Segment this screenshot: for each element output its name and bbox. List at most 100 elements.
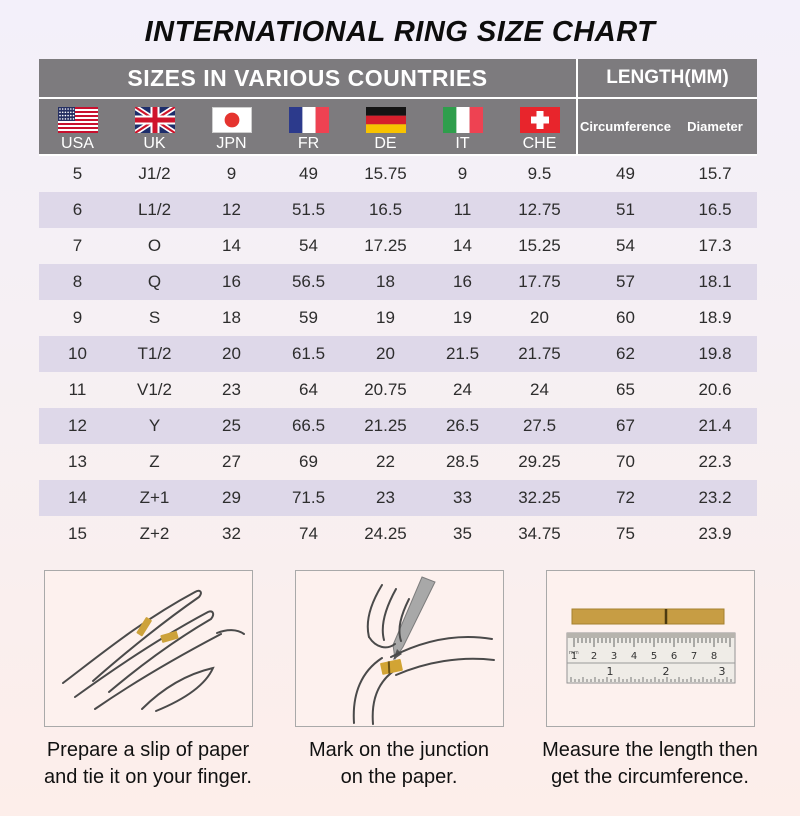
- country-column-che: CHE: [501, 99, 578, 154]
- table-row: 11 V1/2 23 64 20.75 24 24 65 20.6: [39, 372, 757, 408]
- svg-text:3: 3: [719, 665, 726, 678]
- svg-text:4: 4: [631, 651, 637, 662]
- table-cell: 8: [72, 272, 83, 291]
- table-cell: Z+1: [139, 488, 170, 507]
- table-cell: 61.5: [291, 344, 326, 363]
- instruction-caption-2: Mark on the junction on the paper.: [274, 737, 524, 791]
- svg-text:6: 6: [671, 651, 677, 662]
- table-cell: 25: [222, 416, 241, 435]
- country-code-label: IT: [455, 135, 470, 152]
- germany-flag-icon: [365, 107, 406, 133]
- svg-text:5: 5: [651, 651, 657, 662]
- svg-text:7: 7: [691, 651, 697, 662]
- svg-text:mm: mm: [569, 650, 579, 656]
- instruction-caption-1: Prepare a slip of paper and tie it on yo…: [23, 737, 273, 791]
- table-cell: 14: [453, 236, 472, 255]
- svg-text:2: 2: [663, 665, 670, 678]
- table-cell: 15.75: [364, 164, 407, 183]
- table-row: 9 S 18 59 19 19 20 60 18.9: [39, 300, 757, 336]
- table-cell: 20: [222, 344, 241, 363]
- table-cell: 11: [68, 380, 87, 399]
- instruction-caption-3: Measure the length then get the circumfe…: [525, 737, 775, 791]
- svg-text:2: 2: [591, 651, 597, 662]
- table-cell: 60: [616, 308, 635, 327]
- instruction-step-1: Prepare a slip of paper and tie it on yo…: [44, 570, 253, 791]
- country-column-usa: USA: [39, 99, 116, 154]
- france-flag-icon: [288, 107, 329, 133]
- table-cell: 64: [299, 380, 318, 399]
- table-cell: 10: [68, 344, 87, 363]
- table-cell: 21.4: [698, 416, 732, 435]
- country-column-de: DE: [347, 99, 424, 154]
- measuring-instructions: Prepare a slip of paper and tie it on yo…: [44, 570, 758, 791]
- table-cell: 54: [299, 236, 318, 255]
- table-row: 15 Z+2 32 74 24.25 35 34.75 75 23.9: [39, 516, 757, 552]
- table-cell: 24: [453, 380, 472, 399]
- country-column-fr: FR: [270, 99, 347, 154]
- table-cell: 34.75: [518, 524, 561, 543]
- table-cell: Q: [147, 272, 162, 291]
- table-cell: 9: [226, 164, 237, 183]
- table-cell: 49: [616, 164, 635, 183]
- caption-line: on the paper.: [340, 766, 458, 788]
- country-column-it: IT: [424, 99, 501, 154]
- table-cell: 20.6: [698, 380, 732, 399]
- table-cell: 6: [72, 200, 83, 219]
- table-cell: 33: [453, 488, 472, 507]
- table-cell: 35: [453, 524, 472, 543]
- svg-text:1: 1: [571, 651, 577, 662]
- table-cell: 15: [68, 524, 87, 543]
- table-cell: 17.3: [698, 236, 732, 255]
- table-cell: 11: [453, 200, 472, 219]
- table-cell: 20: [530, 308, 549, 327]
- table-cell: 9: [72, 308, 83, 327]
- table-cell: 24: [530, 380, 549, 399]
- table-header-length: LENGTH(MM): [606, 67, 729, 88]
- table-cell: 72: [616, 488, 635, 507]
- table-cell: 56.5: [291, 272, 326, 291]
- table-cell: 19.8: [698, 344, 732, 363]
- table-cell: 16.5: [698, 200, 732, 219]
- table-cell: 9.5: [527, 164, 552, 183]
- table-body: 5 J1/2 9 49 15.75 9 9.5 49 15.7 6 L1/2 12 51.5 16.5 11…: [39, 156, 757, 552]
- table-cell: 54: [616, 236, 635, 255]
- table-cell: 20: [376, 344, 395, 363]
- country-code-label: UK: [143, 135, 166, 152]
- table-cell: 29.25: [518, 452, 561, 471]
- table-cell: 32.25: [518, 488, 561, 507]
- table-cell: 23.2: [698, 488, 732, 507]
- switzerland-flag-icon: [519, 107, 560, 133]
- mark-junction-illustration: [295, 570, 504, 727]
- japan-flag-icon: [211, 107, 252, 133]
- table-cell: 19: [376, 308, 395, 327]
- table-cell: 59: [299, 308, 318, 327]
- country-code-label: JPN: [216, 135, 247, 152]
- table-cell: J1/2: [138, 164, 171, 183]
- table-cell: 18.9: [698, 308, 732, 327]
- table-cell: 70: [616, 452, 635, 471]
- table-row: 10 T1/2 20 61.5 20 21.5 21.75 62 19.8: [39, 336, 757, 372]
- table-cell: 29: [222, 488, 241, 507]
- table-cell: 16.5: [368, 200, 403, 219]
- table-cell: 14: [68, 488, 87, 507]
- column-circumference: Circumference: [579, 119, 672, 134]
- table-cell: 15.25: [518, 236, 561, 255]
- table-cell: 21.5: [445, 344, 480, 363]
- table-cell: 19: [453, 308, 472, 327]
- table-cell: 27: [222, 452, 241, 471]
- table-cell: 16: [222, 272, 241, 291]
- table-cell: 75: [616, 524, 635, 543]
- country-code-label: FR: [297, 135, 320, 152]
- table-cell: S: [148, 308, 161, 327]
- table-cell: V1/2: [137, 380, 172, 399]
- header-divider: [576, 99, 578, 154]
- caption-line: Mark on the junction: [308, 739, 490, 761]
- table-cell: 18: [376, 272, 395, 291]
- table-cell: 71.5: [291, 488, 326, 507]
- usa-flag-icon: [57, 107, 98, 133]
- table-cell: 21.25: [364, 416, 407, 435]
- table-cell: 22.3: [698, 452, 732, 471]
- table-cell: 17.25: [364, 236, 407, 255]
